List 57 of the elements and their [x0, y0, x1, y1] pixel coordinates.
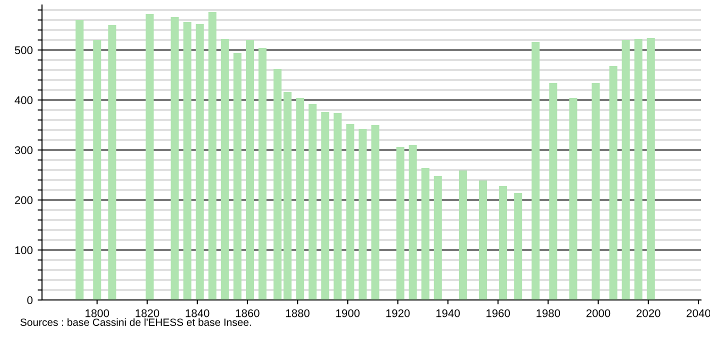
bar	[258, 48, 267, 300]
bar	[421, 168, 430, 300]
bar	[284, 92, 292, 300]
x-tick-label: 1900	[336, 309, 360, 318]
bar	[514, 193, 522, 300]
source-note: Sources : base Cassini de l'EHESS et base Insee.	[20, 318, 251, 326]
bar	[532, 42, 540, 300]
y-tick-label: 100	[15, 246, 33, 254]
x-tick-label: 1940	[436, 309, 460, 318]
bar	[634, 39, 642, 300]
bar	[609, 66, 618, 300]
x-tick-label: 1840	[186, 309, 210, 318]
x-tick-label: 1880	[286, 309, 310, 318]
y-tick-label: 500	[14, 46, 33, 54]
bar	[308, 104, 317, 300]
bar	[76, 20, 84, 300]
bar	[246, 40, 254, 300]
bar	[371, 125, 380, 300]
bar	[358, 129, 367, 300]
x-tick-label: 1800	[86, 309, 110, 318]
bar	[274, 69, 282, 300]
bar	[346, 124, 354, 300]
bar	[170, 17, 179, 300]
x-tick-label: 1960	[486, 309, 510, 318]
bar	[196, 24, 204, 300]
y-tick-label: 400	[14, 96, 33, 104]
bar	[646, 38, 655, 300]
x-tick-label: 2040	[686, 309, 710, 318]
x-tick-label: 1820	[136, 309, 160, 318]
bar	[434, 176, 442, 300]
bar	[499, 186, 508, 300]
bar	[108, 25, 116, 300]
bar	[408, 145, 417, 300]
x-tick-label: 2000	[586, 309, 610, 318]
bar	[93, 40, 102, 300]
bar	[208, 12, 216, 300]
bar	[396, 147, 404, 300]
bar	[549, 83, 558, 300]
bar	[233, 53, 242, 300]
y-tick-label: 300	[14, 146, 33, 154]
bar	[146, 14, 154, 300]
bar	[569, 98, 578, 300]
bar	[458, 170, 467, 300]
x-tick-label: 1980	[536, 309, 560, 318]
bar	[478, 180, 488, 300]
y-tick-label: 0	[27, 296, 33, 304]
x-tick-label: 2020	[636, 309, 660, 318]
x-tick-label: 1860	[236, 309, 260, 318]
bar	[592, 83, 600, 300]
y-tick-label: 200	[14, 196, 33, 204]
bar	[183, 22, 192, 300]
x-tick-label: 1920	[386, 309, 410, 318]
bar	[296, 98, 304, 300]
bar	[334, 113, 342, 300]
bar	[622, 40, 630, 300]
bar	[220, 39, 229, 300]
bar	[321, 112, 330, 300]
